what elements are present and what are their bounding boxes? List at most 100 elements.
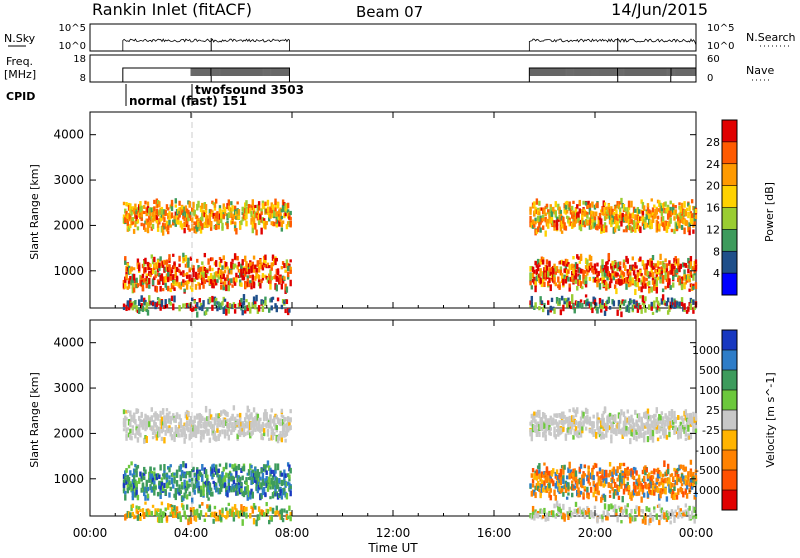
data-cell xyxy=(139,433,141,438)
data-cell xyxy=(615,288,617,294)
data-cell xyxy=(673,486,675,490)
data-cell xyxy=(176,413,178,419)
data-cell xyxy=(269,507,271,512)
data-cell xyxy=(657,216,659,220)
data-cell xyxy=(576,407,578,414)
data-cell xyxy=(652,481,654,484)
data-cell xyxy=(233,405,235,410)
data-cell xyxy=(666,496,668,501)
data-cell xyxy=(180,515,182,522)
data-cell xyxy=(229,303,231,307)
data-cell xyxy=(276,258,278,261)
data-cell xyxy=(585,427,587,431)
data-cell xyxy=(230,212,232,217)
data-cell xyxy=(639,295,641,298)
data-cell xyxy=(158,263,160,269)
data-cell xyxy=(185,463,187,468)
data-cell xyxy=(680,264,682,269)
data-cell xyxy=(619,478,621,482)
data-cell xyxy=(194,300,196,303)
data-cell xyxy=(228,284,230,291)
data-cell xyxy=(667,271,669,278)
data-cell xyxy=(664,201,666,206)
data-cell xyxy=(576,204,578,209)
data-cell xyxy=(265,221,267,225)
data-cell xyxy=(289,468,291,474)
data-cell xyxy=(132,504,134,508)
data-cell xyxy=(556,224,558,230)
data-cell xyxy=(662,275,664,279)
data-cell xyxy=(167,286,169,291)
data-cell xyxy=(151,407,153,412)
data-cell xyxy=(258,517,260,520)
data-cell xyxy=(678,202,680,205)
data-cell xyxy=(284,473,286,478)
data-cell xyxy=(646,484,648,490)
data-cell xyxy=(685,433,687,437)
data-cell xyxy=(201,416,203,421)
data-cell xyxy=(589,277,591,281)
data-cell xyxy=(168,492,170,497)
data-cell xyxy=(605,474,607,477)
data-cell xyxy=(178,264,180,268)
data-cell xyxy=(565,205,567,211)
data-cell xyxy=(609,495,611,498)
data-cell xyxy=(271,305,273,310)
data-cell xyxy=(245,216,247,219)
data-cell xyxy=(218,436,220,441)
data-cell xyxy=(215,260,217,267)
data-cell xyxy=(170,487,172,491)
data-cell xyxy=(619,418,621,424)
data-cell xyxy=(289,211,291,215)
data-cell xyxy=(627,467,629,470)
data-cell xyxy=(124,260,126,265)
data-cell xyxy=(128,280,130,283)
data-cell xyxy=(616,466,618,473)
data-cell xyxy=(550,432,552,436)
data-cell xyxy=(624,265,626,271)
data-cell xyxy=(647,260,649,266)
data-cell xyxy=(281,495,283,499)
data-cell xyxy=(260,211,262,215)
colorbar-segment xyxy=(722,273,737,295)
data-cell xyxy=(580,416,582,420)
data-cell xyxy=(692,229,694,233)
data-cell xyxy=(267,200,269,206)
data-cell xyxy=(161,477,163,480)
data-cell xyxy=(187,258,189,263)
data-cell xyxy=(663,264,665,269)
data-cell xyxy=(242,476,244,481)
data-cell xyxy=(608,253,610,260)
data-cell xyxy=(619,261,621,265)
data-cell xyxy=(252,199,254,206)
data-cell xyxy=(182,461,184,467)
data-cell xyxy=(258,279,260,282)
data-cell xyxy=(235,273,237,278)
nsearch-lo-tick: 10^0 xyxy=(707,41,734,52)
data-cell xyxy=(159,286,161,292)
data-cell xyxy=(586,215,588,219)
data-cell xyxy=(562,492,564,497)
data-cell xyxy=(139,472,141,477)
data-cell xyxy=(144,470,146,474)
data-cell xyxy=(282,199,284,202)
data-cell xyxy=(690,460,692,465)
data-cell xyxy=(542,215,544,219)
data-cell xyxy=(195,516,197,522)
data-cell xyxy=(643,276,645,282)
data-cell xyxy=(548,278,550,283)
data-cell xyxy=(124,494,126,500)
data-cell xyxy=(635,436,637,442)
data-cell xyxy=(571,493,573,498)
data-cell xyxy=(685,475,687,479)
data-cell xyxy=(669,201,671,205)
data-cell xyxy=(289,409,291,413)
data-cell xyxy=(263,512,265,517)
data-cell xyxy=(210,488,212,492)
data-cell xyxy=(210,421,212,428)
data-cell xyxy=(289,270,291,274)
data-cell xyxy=(685,467,687,472)
data-cell xyxy=(581,303,583,308)
data-cell xyxy=(218,219,220,224)
